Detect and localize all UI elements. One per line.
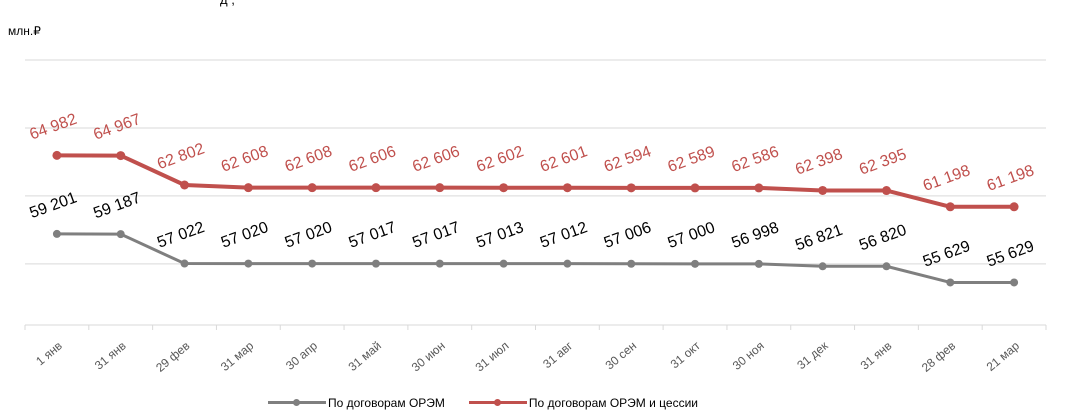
series-line-orem-cession — [56, 153, 1015, 209]
data-point — [244, 259, 253, 268]
legend-label-orem-cession: По договорам ОРЭМ и цессии — [528, 396, 698, 410]
legend-item-orem: По договорам ОРЭМ — [268, 396, 445, 410]
data-point — [52, 229, 61, 238]
top-title-fragment: д , — [220, 0, 235, 7]
data-point — [563, 259, 572, 268]
data-label: 62 606 — [410, 143, 462, 176]
data-label: 57 013 — [474, 219, 526, 252]
data-label: 62 398 — [793, 146, 845, 179]
data-point — [691, 259, 700, 268]
data-label: 62 602 — [474, 143, 526, 176]
unit-label: млн.₽ — [8, 24, 41, 38]
x-tick-label: 29 фев — [153, 339, 192, 375]
data-point — [307, 183, 317, 193]
data-label: 57 017 — [410, 219, 462, 252]
data-point — [499, 183, 509, 193]
data-label: 57 020 — [283, 219, 335, 252]
data-point — [180, 180, 190, 190]
x-tick-label: 31 июл — [473, 339, 512, 375]
data-point — [946, 278, 955, 287]
data-label: 62 608 — [283, 143, 335, 176]
data-label: 62 802 — [155, 140, 207, 173]
data-point — [690, 183, 700, 193]
x-axis — [24, 324, 1047, 330]
data-label: 55 629 — [921, 238, 973, 271]
data-label: 59 201 — [27, 189, 79, 222]
x-tick-label: 30 ноя — [730, 339, 767, 373]
data-label: 62 589 — [666, 143, 718, 176]
data-label: 57 006 — [602, 219, 654, 252]
data-point — [371, 259, 380, 268]
data-label: 62 606 — [347, 143, 399, 176]
x-tick-label: 31 янв — [92, 339, 129, 373]
data-point — [116, 230, 125, 239]
data-point — [626, 183, 636, 193]
legend-item-orem-cession: По договорам ОРЭМ и цессии — [468, 396, 698, 410]
x-tick-label: 31 янв — [858, 339, 895, 373]
data-label: 57 020 — [219, 219, 271, 252]
x-tick-labels: 1 янв 31 янв 29 фев 31 мар 30 апр 31 май 30 ию… — [33, 338, 1022, 375]
data-point — [562, 183, 572, 193]
data-label: 55 629 — [985, 238, 1037, 271]
data-point — [243, 183, 253, 193]
data-label: 62 594 — [602, 143, 654, 176]
data-label: 62 601 — [538, 143, 590, 176]
data-label: 57 000 — [666, 219, 718, 252]
data-point — [881, 186, 891, 196]
legend-line-gray-icon — [268, 398, 326, 408]
data-point — [627, 259, 636, 268]
data-point — [1009, 202, 1019, 212]
x-tick-label: 31 дек — [794, 338, 831, 372]
series-line-orem — [56, 232, 1015, 284]
x-tick-label: 21 мар — [984, 338, 1023, 374]
data-label: 56 821 — [793, 222, 845, 255]
x-tick-label: 28 фев — [919, 339, 958, 375]
data-point — [308, 259, 317, 268]
data-label: 61 198 — [985, 162, 1037, 195]
data-point — [499, 259, 508, 268]
series-layer — [52, 150, 1019, 287]
data-point — [882, 262, 891, 271]
data-label: 61 198 — [921, 162, 973, 195]
data-label: 57 017 — [347, 219, 399, 252]
data-label: 59 187 — [91, 190, 143, 223]
data-point — [52, 150, 62, 160]
x-tick-label: 1 янв — [33, 339, 65, 369]
x-tick-label: 31 май — [346, 339, 384, 374]
x-tick-label: 30 сен — [603, 339, 640, 373]
data-label: 64 982 — [27, 111, 79, 144]
data-point — [116, 151, 126, 161]
data-label: 56 998 — [729, 219, 781, 252]
x-tick-label: 30 апр — [283, 338, 320, 372]
data-point — [945, 202, 955, 212]
legend-line-red-icon — [468, 398, 527, 408]
data-point — [818, 185, 828, 195]
x-tick-label: 31 мар — [218, 338, 257, 374]
data-point — [180, 259, 189, 268]
data-label: 62 395 — [857, 146, 909, 179]
data-point — [1010, 278, 1019, 287]
data-point — [435, 259, 444, 268]
x-tick-label: 30 июн — [409, 339, 448, 375]
legend: По договорам ОРЭМ По договорам ОРЭМ и це… — [268, 396, 698, 410]
data-label: 57 012 — [538, 219, 590, 252]
data-point — [818, 262, 827, 271]
data-point — [371, 183, 381, 193]
data-point — [754, 183, 764, 193]
legend-label-orem: По договорам ОРЭМ — [328, 396, 445, 410]
data-label: 57 022 — [155, 219, 207, 252]
x-tick-label: 31 окт — [668, 338, 704, 371]
data-label: 62 608 — [219, 143, 271, 176]
data-label: 56 820 — [857, 222, 909, 255]
data-point — [754, 259, 763, 268]
data-label: 62 586 — [729, 143, 781, 176]
x-tick-label: 31 авг — [540, 338, 576, 371]
data-label: 64 967 — [91, 111, 143, 144]
line-chart: 59 201 59 187 57 022 57 020 57 020 57 017 57 0… — [24, 59, 1047, 375]
data-point — [435, 183, 445, 193]
